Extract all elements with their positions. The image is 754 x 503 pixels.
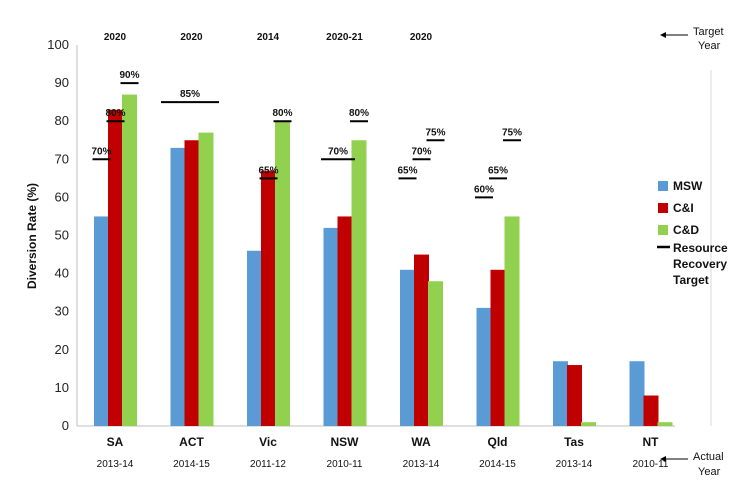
target-markers: 70% 80% 90% 85% 65% 80% 70% 80% 65% 70% 75% 60% 65% 7…	[91, 70, 522, 199]
bar-tas-cd	[581, 422, 596, 426]
bar-wa-msw	[400, 269, 415, 426]
bar-nt-ci	[643, 395, 659, 426]
bar-sa-msw	[94, 216, 109, 426]
bar-tas-msw	[553, 361, 568, 426]
bar-nt-cd	[657, 422, 673, 426]
target-label-wa-8: 65%	[397, 165, 417, 176]
y-tick-0: 0	[62, 418, 69, 433]
y-tick-70: 70	[55, 151, 69, 166]
legend-label-msw: MSW	[673, 179, 703, 193]
target-label-sa-1: 80%	[105, 108, 125, 119]
actual-year-label-2: Year	[698, 466, 721, 478]
bar-qld-msw	[476, 307, 492, 426]
bar-qld-ci	[490, 269, 506, 426]
actual-year-annotation: Actual Year	[660, 451, 724, 478]
bar-vic-msw	[247, 250, 262, 426]
actual-year-arrowhead	[660, 456, 666, 462]
y-tick-90: 90	[55, 75, 69, 90]
actual-year-sa: 2013-14	[97, 459, 134, 470]
actual-year-act: 2014-15	[173, 459, 210, 470]
target-label-sa-2: 90%	[119, 70, 139, 81]
bar-vic-cd	[275, 121, 290, 426]
category-label-nsw: NSW	[331, 435, 360, 449]
category-label-vic: Vic	[259, 435, 277, 449]
legend-swatch-ci	[658, 203, 668, 213]
y-tick-60: 60	[55, 189, 69, 204]
actual-year-tas: 2013-14	[556, 459, 593, 470]
target-year-vic: 2014	[257, 32, 280, 43]
target-year-annotation: Target Year	[660, 26, 724, 52]
bar-act-msw	[170, 147, 186, 426]
legend-swatch-msw	[658, 181, 668, 191]
target-year-act: 2020	[180, 32, 203, 43]
bar-wa-ci	[414, 254, 429, 426]
category-label-nt: NT	[643, 435, 660, 449]
actual-year-label-1: Actual	[693, 451, 724, 463]
actual-year-qld: 2014-15	[479, 459, 516, 470]
category-label-act: ACT	[179, 435, 204, 449]
target-year-label-2: Year	[698, 40, 721, 52]
target-label-vic-5: 80%	[272, 108, 292, 119]
bar-nsw-msw	[323, 227, 339, 426]
bar-sa-cd	[122, 94, 137, 426]
target-label-wa-10: 75%	[425, 127, 445, 138]
target-year-sa: 2020	[104, 32, 127, 43]
y-tick-80: 80	[55, 113, 69, 128]
legend-swatch-cd	[658, 225, 668, 235]
target-year-nsw: 2020-21	[326, 32, 363, 43]
category-label-qld: Qld	[488, 435, 508, 449]
actual-year-vic: 2011-12	[250, 459, 286, 470]
bar-nt-msw	[629, 361, 645, 426]
target-label-vic-4: 65%	[258, 165, 278, 176]
y-tick-labels: 0 10 20 30 40 50 60 70 80 90 100	[47, 37, 69, 433]
category-label-wa: WA	[411, 435, 431, 449]
legend-target-label-3: Target	[673, 273, 709, 287]
target-label-qld-12: 65%	[488, 165, 508, 176]
y-tick-100: 100	[47, 37, 69, 52]
y-axis-label: Diversion Rate (%)	[25, 183, 39, 289]
bar-act-cd	[198, 132, 214, 426]
legend-target-label-2: Recovery	[673, 257, 727, 271]
target-label-qld-13: 75%	[502, 127, 522, 138]
y-tick-40: 40	[55, 266, 69, 281]
y-tick-10: 10	[55, 380, 69, 395]
legend-label-ci: C&I	[673, 201, 694, 215]
category-labels: SA 2013-14 2020 ACT 2014-15 2020 Vic 2011-12 201…	[97, 32, 669, 470]
bar-tas-ci	[567, 365, 582, 426]
y-tick-30: 30	[55, 304, 69, 319]
category-label-sa: SA	[107, 435, 124, 449]
y-tick-50: 50	[55, 228, 69, 243]
bar-qld-cd	[504, 216, 520, 426]
actual-year-nsw: 2010-11	[327, 459, 363, 470]
bar-wa-cd	[428, 281, 443, 426]
bar-nsw-ci	[337, 216, 353, 426]
bar-nsw-cd	[351, 140, 367, 426]
target-year-wa: 2020	[410, 32, 433, 43]
legend: MSW C&I C&D Resource Recovery Target	[657, 179, 728, 287]
target-label-wa-9: 70%	[411, 146, 431, 157]
target-label-act-3: 85%	[180, 89, 200, 100]
target-label-sa-0: 70%	[91, 146, 111, 157]
target-label-qld-11: 60%	[474, 184, 494, 195]
target-label-nsw-7: 80%	[349, 108, 369, 119]
actual-year-wa: 2013-14	[403, 459, 440, 470]
target-year-label-1: Target	[693, 26, 724, 38]
legend-label-cd: C&D	[673, 223, 699, 237]
y-tick-20: 20	[55, 342, 69, 357]
bar-sa-ci	[108, 109, 123, 427]
actual-year-nt: 2010-11	[633, 459, 669, 470]
category-label-tas: Tas	[564, 435, 584, 449]
bar-vic-ci	[261, 170, 276, 426]
bar-act-ci	[184, 140, 200, 426]
target-label-nsw-6: 70%	[328, 146, 348, 157]
legend-target-label-1: Resource	[673, 241, 728, 255]
bars	[94, 94, 673, 427]
target-year-arrowhead	[660, 32, 666, 38]
